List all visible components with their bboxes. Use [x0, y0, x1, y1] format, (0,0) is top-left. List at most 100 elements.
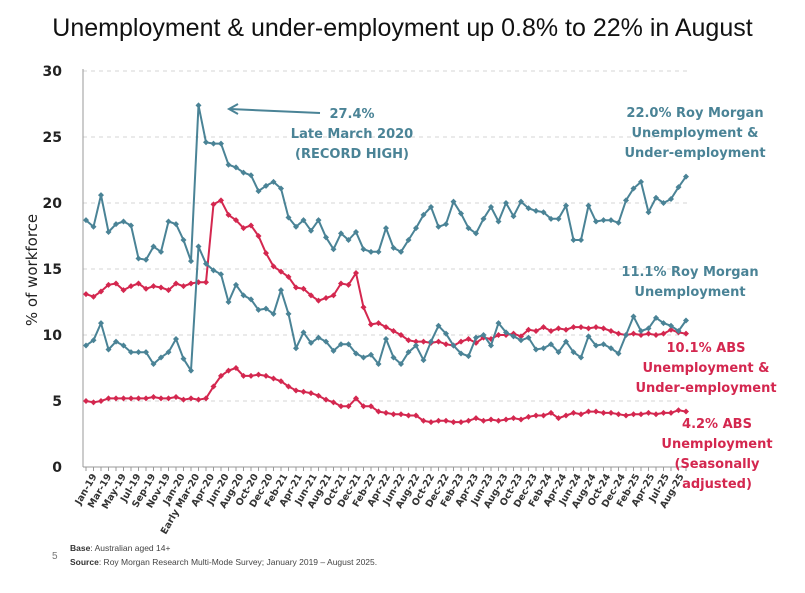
data-point	[165, 287, 172, 294]
data-point	[578, 411, 584, 418]
data-point	[570, 236, 577, 243]
annotations: 27.4% Late March 2020 (RECORD HIGH)	[226, 103, 413, 162]
data-point	[420, 357, 427, 364]
data-point	[443, 341, 449, 348]
data-point	[630, 313, 637, 320]
data-point	[90, 337, 97, 344]
data-point	[473, 334, 479, 341]
data-point	[143, 285, 149, 292]
data-point	[465, 335, 472, 342]
data-point	[203, 260, 209, 267]
data-point	[623, 197, 629, 204]
data-point	[188, 395, 194, 402]
data-point	[293, 387, 299, 394]
data-point	[308, 292, 314, 299]
data-point	[600, 409, 607, 416]
series-label: Unemployment	[634, 285, 745, 300]
data-point	[105, 346, 112, 353]
data-point	[518, 333, 524, 340]
y-axis-title: % of workforce	[23, 214, 41, 326]
data-point	[458, 210, 464, 217]
data-point	[165, 218, 172, 225]
data-point	[135, 255, 142, 262]
data-point	[285, 214, 292, 221]
data-point	[653, 314, 659, 321]
data-point	[623, 332, 629, 338]
data-point	[608, 217, 614, 224]
data-point	[683, 317, 689, 324]
data-point	[240, 372, 247, 379]
data-point	[195, 102, 202, 109]
data-point	[465, 225, 472, 232]
data-point	[143, 395, 149, 402]
data-point	[375, 320, 382, 327]
data-point	[173, 394, 179, 401]
data-point	[570, 409, 577, 416]
data-point	[120, 395, 127, 402]
data-point	[563, 338, 569, 345]
data-point	[593, 408, 599, 415]
data-point	[668, 196, 674, 203]
data-point	[458, 338, 464, 345]
data-point	[368, 321, 374, 328]
data-point	[570, 349, 577, 356]
data-point	[383, 324, 389, 331]
data-point	[113, 395, 119, 402]
data-point	[548, 215, 554, 222]
data-point	[428, 203, 434, 210]
data-point	[278, 185, 284, 192]
data-point	[495, 332, 502, 338]
annotation-text: 27.4%	[329, 107, 374, 122]
data-point	[473, 230, 479, 237]
data-point	[368, 351, 374, 358]
data-point	[510, 213, 517, 220]
data-point	[338, 403, 344, 410]
data-point	[585, 202, 592, 209]
data-point	[638, 328, 644, 335]
data-point	[210, 383, 217, 390]
data-point	[308, 390, 314, 397]
data-point	[375, 408, 382, 415]
data-point	[450, 198, 457, 205]
data-point	[353, 350, 359, 357]
data-point	[660, 330, 667, 337]
data-point	[240, 169, 247, 176]
data-point	[315, 392, 322, 399]
data-point	[405, 349, 412, 356]
source-note: Source: Roy Morgan Research Multi-Mode S…	[70, 557, 377, 567]
data-point	[195, 243, 202, 250]
data-point	[375, 361, 382, 368]
data-point	[428, 419, 434, 426]
data-point	[270, 178, 277, 185]
data-point	[638, 411, 644, 418]
data-point	[548, 341, 554, 348]
data-point	[555, 215, 562, 222]
data-point	[360, 304, 367, 311]
data-point	[533, 346, 539, 353]
data-point	[360, 403, 367, 410]
data-point	[375, 248, 382, 255]
data-point	[645, 209, 652, 216]
data-point	[105, 395, 112, 402]
data-point	[645, 409, 652, 416]
data-point	[135, 280, 142, 287]
data-point	[653, 411, 659, 418]
data-point	[368, 248, 374, 255]
data-point	[120, 218, 127, 225]
data-point	[443, 221, 449, 228]
line-chart: 0 5 10 15 20 25 30 % of workforce Jan-19Mar-19M…	[23, 64, 777, 536]
data-point	[218, 372, 224, 379]
data-point	[630, 185, 637, 192]
data-point	[278, 287, 284, 294]
data-point	[210, 140, 217, 147]
data-point	[255, 233, 262, 239]
data-point	[180, 396, 187, 403]
data-point	[255, 188, 262, 195]
data-point	[278, 268, 284, 275]
y-tick-label: 25	[43, 130, 62, 146]
data-point	[158, 284, 164, 291]
data-point	[623, 412, 629, 419]
data-point	[105, 281, 112, 288]
data-point	[660, 320, 667, 327]
source-label: Source	[70, 557, 99, 567]
